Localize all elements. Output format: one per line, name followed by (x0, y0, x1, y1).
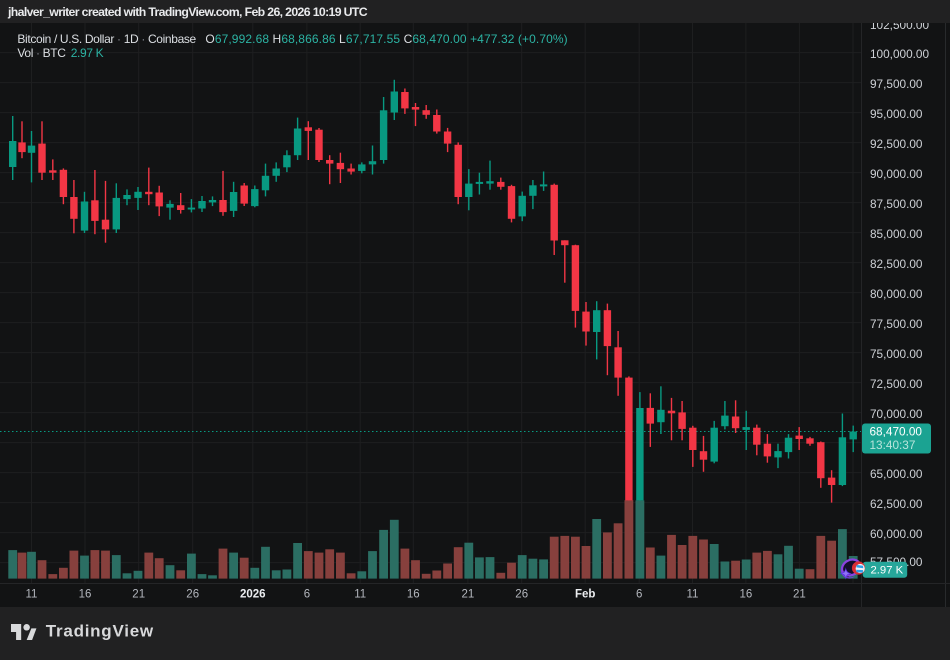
svg-text:TradingView: TradingView (46, 624, 154, 641)
svg-text:68,470.00: 68,470.00 (870, 425, 923, 439)
svg-text:80,000.00: 80,000.00 (870, 287, 923, 301)
svg-text:100,000.00: 100,000.00 (870, 47, 929, 61)
svg-text:11: 11 (26, 589, 38, 601)
svg-text:92,500.00: 92,500.00 (870, 137, 923, 151)
svg-text:82,500.00: 82,500.00 (870, 257, 923, 271)
svg-text:26: 26 (186, 589, 199, 601)
svg-text:2.97 K: 2.97 K (71, 46, 104, 60)
svg-text:77,500.00: 77,500.00 (870, 317, 923, 331)
svg-text:70,000.00: 70,000.00 (870, 407, 923, 421)
svg-text:62,500.00: 62,500.00 (870, 497, 923, 511)
svg-text:Bitcoin / U.S. Dollar · 1D · C: Bitcoin / U.S. Dollar · 1D · Coinbase (17, 32, 196, 46)
svg-text:2026: 2026 (240, 589, 266, 601)
svg-text:75,000.00: 75,000.00 (870, 347, 923, 361)
svg-text:11: 11 (354, 589, 366, 601)
svg-text:21: 21 (793, 589, 806, 601)
svg-text:21: 21 (132, 589, 145, 601)
svg-text:Vol · BTC: Vol · BTC (17, 46, 66, 60)
svg-text:16: 16 (79, 589, 92, 601)
svg-text:95,000.00: 95,000.00 (870, 107, 923, 121)
svg-text:2.97 K: 2.97 K (871, 564, 904, 576)
svg-text:72,500.00: 72,500.00 (870, 377, 923, 391)
svg-text:21: 21 (462, 589, 475, 601)
svg-text:60,000.00: 60,000.00 (870, 527, 923, 541)
svg-text:97,500.00: 97,500.00 (870, 77, 923, 91)
svg-text:90,000.00: 90,000.00 (870, 167, 923, 181)
svg-text:11: 11 (687, 589, 699, 601)
svg-text:16: 16 (740, 589, 753, 601)
svg-text:65,000.00: 65,000.00 (870, 467, 923, 481)
svg-text:16: 16 (407, 589, 420, 601)
svg-text:26: 26 (515, 589, 528, 601)
svg-text:Feb: Feb (575, 589, 595, 601)
svg-text:87,500.00: 87,500.00 (870, 197, 923, 211)
svg-text:6: 6 (304, 589, 310, 601)
svg-text:85,000.00: 85,000.00 (870, 227, 923, 241)
svg-text:6: 6 (636, 589, 642, 601)
svg-text:O67,992.68 H68,866.86 L67,717.: O67,992.68 H68,866.86 L67,717.55 C68,470… (205, 32, 567, 46)
svg-text:13:40:37: 13:40:37 (870, 438, 916, 452)
